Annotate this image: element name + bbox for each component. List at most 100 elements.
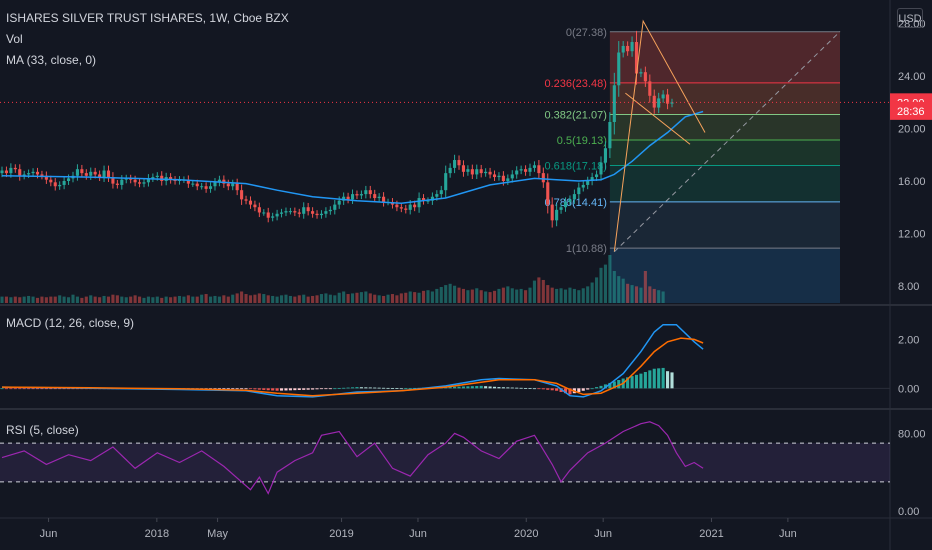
volume-bar	[359, 292, 363, 303]
symbol-title[interactable]: ISHARES SILVER TRUST ISHARES, 1W, Cboe B…	[6, 11, 289, 25]
macd-histogram-bar	[18, 388, 22, 390]
candle-body	[448, 167, 452, 174]
candle-body	[302, 207, 306, 214]
volume-bar	[266, 295, 270, 303]
price-tick-label: 8.00	[898, 281, 919, 293]
candle-body	[160, 175, 164, 181]
volume-bar	[226, 296, 230, 303]
candle-body	[590, 177, 594, 181]
candle-body	[84, 173, 88, 176]
rsi-line	[1, 421, 704, 495]
ma-legend[interactable]: MA (33, close, 0)	[6, 53, 97, 67]
volume-bar	[657, 290, 661, 303]
rsi-legend[interactable]: RSI (5, close)	[6, 423, 79, 437]
macd-histogram-bar	[253, 388, 257, 390]
candle-body	[506, 178, 510, 181]
candle-body	[9, 167, 13, 174]
volume-bar	[311, 295, 315, 303]
time-tick-label: 2021	[699, 528, 723, 540]
macd-histogram-bar	[595, 387, 599, 389]
macd-histogram-bar	[457, 386, 461, 389]
candle-body	[191, 183, 195, 185]
candle-body	[382, 196, 386, 202]
candle-body	[27, 173, 31, 175]
volume-bar	[377, 295, 381, 303]
candle-body	[634, 42, 639, 74]
macd-histogram-bar	[461, 386, 466, 389]
candle-body	[550, 204, 554, 221]
candle-body	[413, 204, 417, 208]
candle-body	[40, 174, 44, 176]
macd-histogram-bar	[524, 388, 528, 389]
volume-bar	[435, 288, 439, 303]
volume-bar	[421, 290, 426, 303]
volume-bar	[621, 278, 625, 303]
candle-body	[572, 194, 576, 200]
fib-zone	[609, 201, 840, 249]
volume-bar	[169, 297, 173, 303]
candle-body	[293, 211, 297, 213]
macd-histogram-bar	[31, 388, 35, 390]
volume-bar	[572, 288, 576, 303]
volume-bar	[350, 293, 355, 303]
fib-zone	[609, 31, 840, 83]
fib-level-label: 0.236(23.48)	[544, 78, 606, 90]
volume-bar	[603, 264, 607, 303]
volume-bar	[275, 296, 279, 303]
volume-bar	[479, 290, 483, 303]
candle-body	[466, 169, 470, 172]
candle-body	[439, 190, 443, 195]
fib-zone	[609, 82, 840, 115]
volume-bar	[231, 294, 235, 303]
candle-body	[639, 72, 643, 74]
candle-body	[652, 95, 656, 108]
candle-body	[133, 179, 137, 183]
macd-histogram-bar	[319, 388, 324, 390]
candle-body	[501, 175, 505, 181]
fib-zone	[609, 165, 840, 202]
volume-bar	[173, 296, 177, 303]
volume-bar	[537, 277, 541, 303]
macd-legend[interactable]: MACD (12, 26, close, 9)	[6, 316, 135, 330]
fib-level-label: 0.618(17.18)	[544, 161, 606, 173]
candle-body	[621, 45, 625, 53]
candle-body	[603, 148, 607, 163]
candle-body	[577, 187, 581, 195]
volume-bar	[497, 288, 501, 303]
candle-body	[49, 179, 53, 183]
volume-bar	[4, 296, 8, 303]
currency-button[interactable]: USD	[897, 8, 923, 28]
volume-bar	[652, 288, 656, 303]
candle-body	[461, 165, 466, 172]
candle-body	[324, 211, 328, 214]
macd-histogram-bar	[284, 388, 288, 391]
candle-body	[18, 169, 22, 176]
candle-body	[599, 162, 603, 175]
volume-bar	[186, 295, 190, 303]
candle-body	[93, 171, 97, 175]
volume-bar	[75, 296, 79, 303]
volume-bar	[124, 297, 128, 303]
candle-body	[586, 181, 590, 185]
macd-line	[1, 323, 704, 398]
candle-body	[408, 204, 412, 210]
volume-legend[interactable]: Vol	[6, 32, 23, 46]
volume-bar	[501, 287, 505, 303]
macd-histogram-bar	[337, 388, 341, 389]
macd-histogram-bar	[555, 388, 559, 391]
time-tick-label: 2018	[145, 528, 169, 540]
candle-body	[519, 169, 523, 171]
macd-histogram-bar	[541, 388, 545, 390]
candle-body	[479, 169, 483, 174]
candle-body	[288, 211, 292, 213]
candle-body	[311, 211, 315, 214]
candle-body	[630, 42, 634, 52]
candle-body	[124, 178, 128, 180]
price-tick-label: 24.00	[898, 71, 926, 83]
macd-histogram-bar	[603, 384, 607, 389]
volume-bar	[13, 296, 17, 303]
volume-bar	[324, 293, 328, 303]
volume-bar	[470, 289, 474, 303]
macd-histogram-bar	[550, 388, 554, 391]
